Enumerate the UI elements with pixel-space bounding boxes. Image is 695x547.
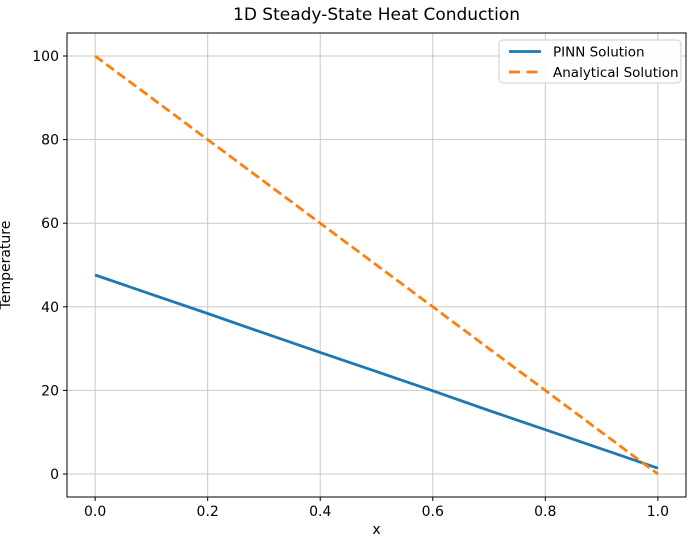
- y-tick-label: 0: [50, 467, 59, 483]
- pinn-solution-line: [94, 273, 659, 470]
- x-tick-label: 0.6: [422, 504, 444, 520]
- x-tick-label: 0.2: [197, 504, 219, 520]
- x-tick-label: 0.4: [309, 504, 331, 520]
- legend-entry-label: Analytical Solution: [553, 65, 679, 81]
- y-tick-label: 80: [41, 133, 59, 149]
- y-tick-label: 60: [41, 216, 59, 232]
- y-axis-label: Temperature: [0, 220, 14, 310]
- x-tick-label: 0.8: [534, 504, 556, 520]
- x-axis-label: x: [372, 522, 381, 538]
- chart-title: 1D Steady-State Heat Conduction: [233, 5, 520, 25]
- y-tick-label: 100: [32, 49, 59, 65]
- legend-box: [498, 39, 682, 84]
- plot-border-spines: [66, 32, 687, 498]
- y-tick-label: 40: [41, 300, 59, 316]
- y-tick-label: 20: [41, 383, 59, 399]
- legend-entry-label: PINN Solution: [553, 45, 645, 61]
- x-tick-label: 0.0: [84, 504, 106, 520]
- x-tick-label: 1.0: [647, 504, 669, 520]
- analytical-solution-line: [94, 54, 659, 476]
